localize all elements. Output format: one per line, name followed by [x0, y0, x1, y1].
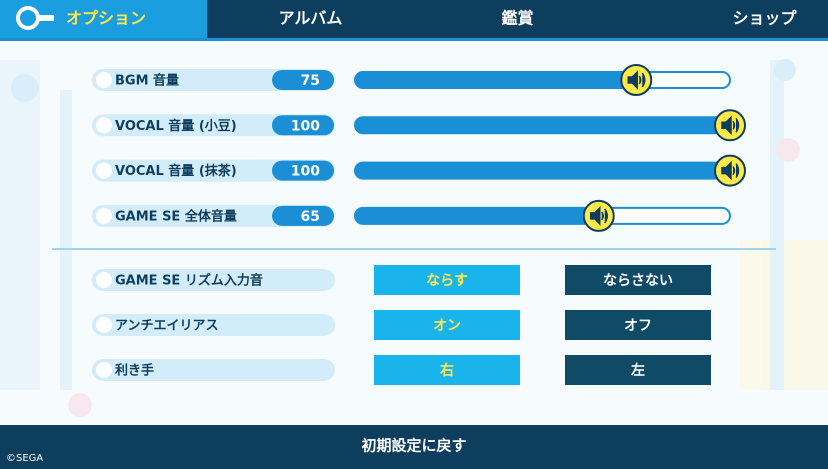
- toggle-label: 左: [630, 362, 645, 379]
- reset-button[interactable]: 初期設定に戻す: [361, 437, 466, 455]
- toggle-button[interactable]: [374, 310, 520, 340]
- copyright: ©SEGA: [6, 453, 43, 464]
- row-bullet: [96, 117, 112, 134]
- row-bullet: [96, 362, 112, 378]
- speaker-icon: [721, 115, 740, 136]
- slider-fill: [355, 207, 599, 224]
- row-label: GAME SE 全体音量: [115, 208, 237, 224]
- row-bullet: [96, 272, 112, 288]
- row-label-pill: [92, 359, 335, 381]
- toggle-label: オン: [433, 318, 461, 334]
- speaker-icon: [590, 206, 608, 226]
- toggle-button[interactable]: [565, 265, 711, 295]
- row-label: 利き手: [115, 363, 154, 379]
- tab-label[interactable]: オプション: [66, 9, 146, 28]
- value-text: 75: [301, 73, 320, 89]
- row-label: VOCAL 音量 (抹茶): [115, 163, 237, 179]
- value-text: 100: [291, 164, 320, 180]
- toggle-button[interactable]: [565, 355, 711, 385]
- row-bullet: [96, 317, 112, 333]
- speaker-icon: [627, 70, 646, 90]
- value-text: 65: [301, 209, 320, 225]
- tab-label[interactable]: アルバム: [279, 9, 343, 28]
- toggle-button[interactable]: [565, 310, 711, 340]
- toggle-label: 右: [439, 362, 454, 379]
- row-label: GAME SE リズム入力音: [115, 273, 263, 289]
- toggle-button[interactable]: [374, 355, 520, 385]
- toggle-label: オフ: [624, 318, 652, 334]
- nav-underline: [0, 38, 828, 41]
- slider-fill: [355, 162, 730, 179]
- value-pill: [272, 70, 334, 90]
- active-tab: [0, 0, 207, 38]
- value-pill: [272, 115, 334, 136]
- toggle-label: ならさない: [603, 273, 673, 289]
- row-bullet: [96, 72, 112, 88]
- speaker-icon: [721, 160, 740, 181]
- toggle-button[interactable]: [374, 265, 520, 295]
- row-bullet: [96, 207, 112, 224]
- tab-icon-bar: [36, 15, 54, 21]
- value-pill: [272, 205, 334, 226]
- slider-fill: [355, 117, 730, 134]
- toggle-label: ならす: [426, 273, 468, 289]
- value-text: 100: [291, 118, 320, 134]
- row-label-pill: [92, 269, 335, 291]
- row-label: VOCAL 音量 (小豆): [115, 118, 237, 134]
- row-label: BGM 音量: [115, 73, 179, 89]
- tab-label[interactable]: ショップ: [732, 9, 797, 28]
- row-label: アンチエイリアス: [115, 319, 218, 334]
- row-bullet: [96, 162, 112, 179]
- slider-fill: [355, 72, 637, 88]
- footer-bar: [0, 425, 828, 469]
- value-pill: [272, 160, 334, 181]
- row-label-pill: [92, 314, 335, 336]
- decor: [0, 59, 828, 417]
- tab-label[interactable]: 鑑賞: [501, 9, 533, 28]
